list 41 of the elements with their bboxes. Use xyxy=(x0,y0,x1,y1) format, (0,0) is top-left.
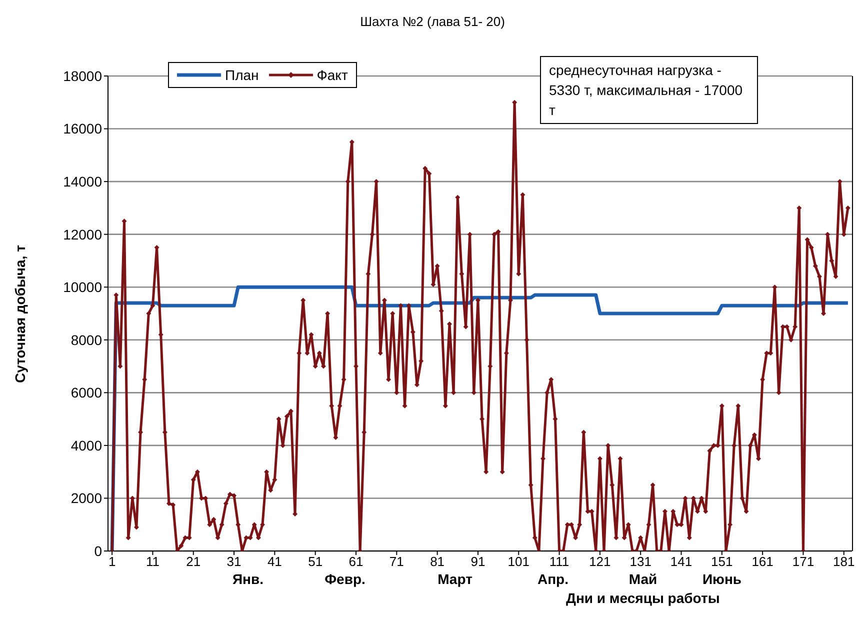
text: Май xyxy=(628,571,658,587)
y-tick-label: 14000 xyxy=(63,174,102,190)
x-tick-label: 121 xyxy=(589,554,611,570)
x-tick-label: 141 xyxy=(670,554,692,570)
annotation: среднесуточная нагрузка - 5330 т, максимальная - 17000 т xyxy=(540,56,758,124)
x-tick-label: 101 xyxy=(508,554,530,570)
x-tick-label: 91 xyxy=(470,554,486,570)
y-tick-label: 2000 xyxy=(70,490,102,506)
legend-label: Факт xyxy=(316,67,348,83)
x-tick-label: 71 xyxy=(389,554,404,570)
y-tick-label: 0 xyxy=(94,542,102,559)
y-tick-label: 16000 xyxy=(63,120,102,137)
y-tick-label: 4000 xyxy=(70,437,102,454)
x-tick-label: 151 xyxy=(711,554,733,570)
text: Март xyxy=(438,571,472,587)
x-tick-label: 81 xyxy=(430,554,445,570)
chart-title: Шахта №2 (лава 51- 20) xyxy=(359,14,506,29)
y-tick-label: 10000 xyxy=(63,279,102,296)
x-axis-title: Дни и месяцы работы xyxy=(566,590,720,606)
text: Февр. xyxy=(324,571,366,587)
text: Июнь xyxy=(702,571,742,587)
text: Апр. xyxy=(537,571,569,587)
y-tick-label: 18000 xyxy=(63,68,102,84)
x-tick-label: 161 xyxy=(752,554,774,570)
x-tick-label: 31 xyxy=(226,554,242,570)
y-tick-label: 8000 xyxy=(70,332,102,348)
x-tick-label: 61 xyxy=(348,554,364,570)
x-tick-label: 51 xyxy=(308,554,323,570)
x-tick-label: 181 xyxy=(833,554,855,570)
x-tick-label: 1 xyxy=(108,554,116,570)
x-tick-label: 21 xyxy=(186,554,201,570)
y-tick-label: 6000 xyxy=(70,384,102,401)
x-tick-label: 11 xyxy=(146,554,160,570)
x-tick-label: 111 xyxy=(549,554,570,570)
y-axis-title: Суточная добыча, т xyxy=(12,244,28,382)
x-tick-label: 171 xyxy=(792,554,814,570)
text: Янв. xyxy=(232,571,264,587)
y-tick-label: 12000 xyxy=(63,226,102,242)
x-tick-label: 41 xyxy=(267,554,282,570)
x-tick-label: 131 xyxy=(630,554,652,570)
legend-label: План xyxy=(225,67,259,83)
